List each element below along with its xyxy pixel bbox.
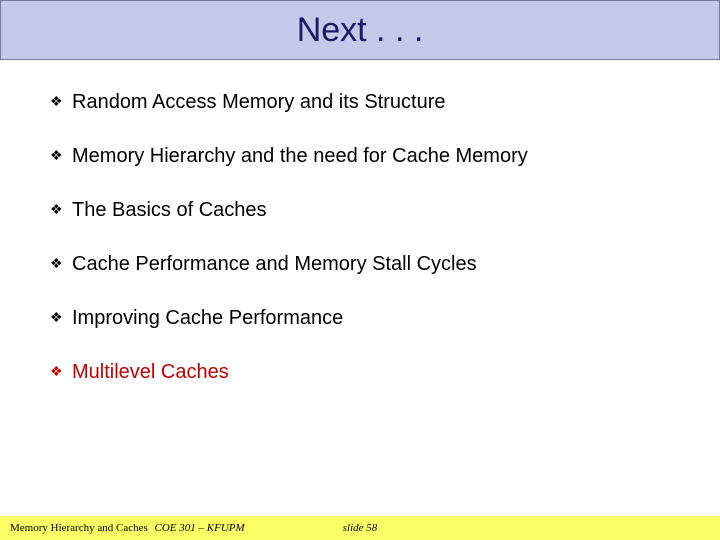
title-bar: Next . . . <box>0 0 720 60</box>
bullet-text: Memory Hierarchy and the need for Cache … <box>72 144 528 168</box>
diamond-bullet-icon: ❖ <box>50 364 64 378</box>
bullet-text: The Basics of Caches <box>72 198 267 222</box>
footer-slide-number: slide 58 <box>343 522 378 534</box>
bullet-text: Cache Performance and Memory Stall Cycle… <box>72 252 477 276</box>
list-item: ❖ The Basics of Caches <box>50 198 670 222</box>
diamond-bullet-icon: ❖ <box>50 148 64 162</box>
list-item: ❖ Cache Performance and Memory Stall Cyc… <box>50 252 670 276</box>
bullet-text: Multilevel Caches <box>72 360 229 384</box>
footer-topic-text: Memory Hierarchy and Caches <box>10 522 148 534</box>
bullet-text: Improving Cache Performance <box>72 306 343 330</box>
content-area: ❖ Random Access Memory and its Structure… <box>0 60 720 384</box>
list-item: ❖ Random Access Memory and its Structure <box>50 90 670 114</box>
footer-topic: Memory Hierarchy and Caches COE 301 – KF… <box>10 522 245 534</box>
footer-bar: Memory Hierarchy and Caches COE 301 – KF… <box>0 516 720 540</box>
list-item: ❖ Multilevel Caches <box>50 360 670 384</box>
diamond-bullet-icon: ❖ <box>50 202 64 216</box>
bullet-text: Random Access Memory and its Structure <box>72 90 445 114</box>
list-item: ❖ Memory Hierarchy and the need for Cach… <box>50 144 670 168</box>
footer-course-text: COE 301 – KFUPM <box>155 522 245 534</box>
diamond-bullet-icon: ❖ <box>50 94 64 108</box>
slide-title: Next . . . <box>297 11 424 50</box>
list-item: ❖ Improving Cache Performance <box>50 306 670 330</box>
diamond-bullet-icon: ❖ <box>50 256 64 270</box>
diamond-bullet-icon: ❖ <box>50 310 64 324</box>
